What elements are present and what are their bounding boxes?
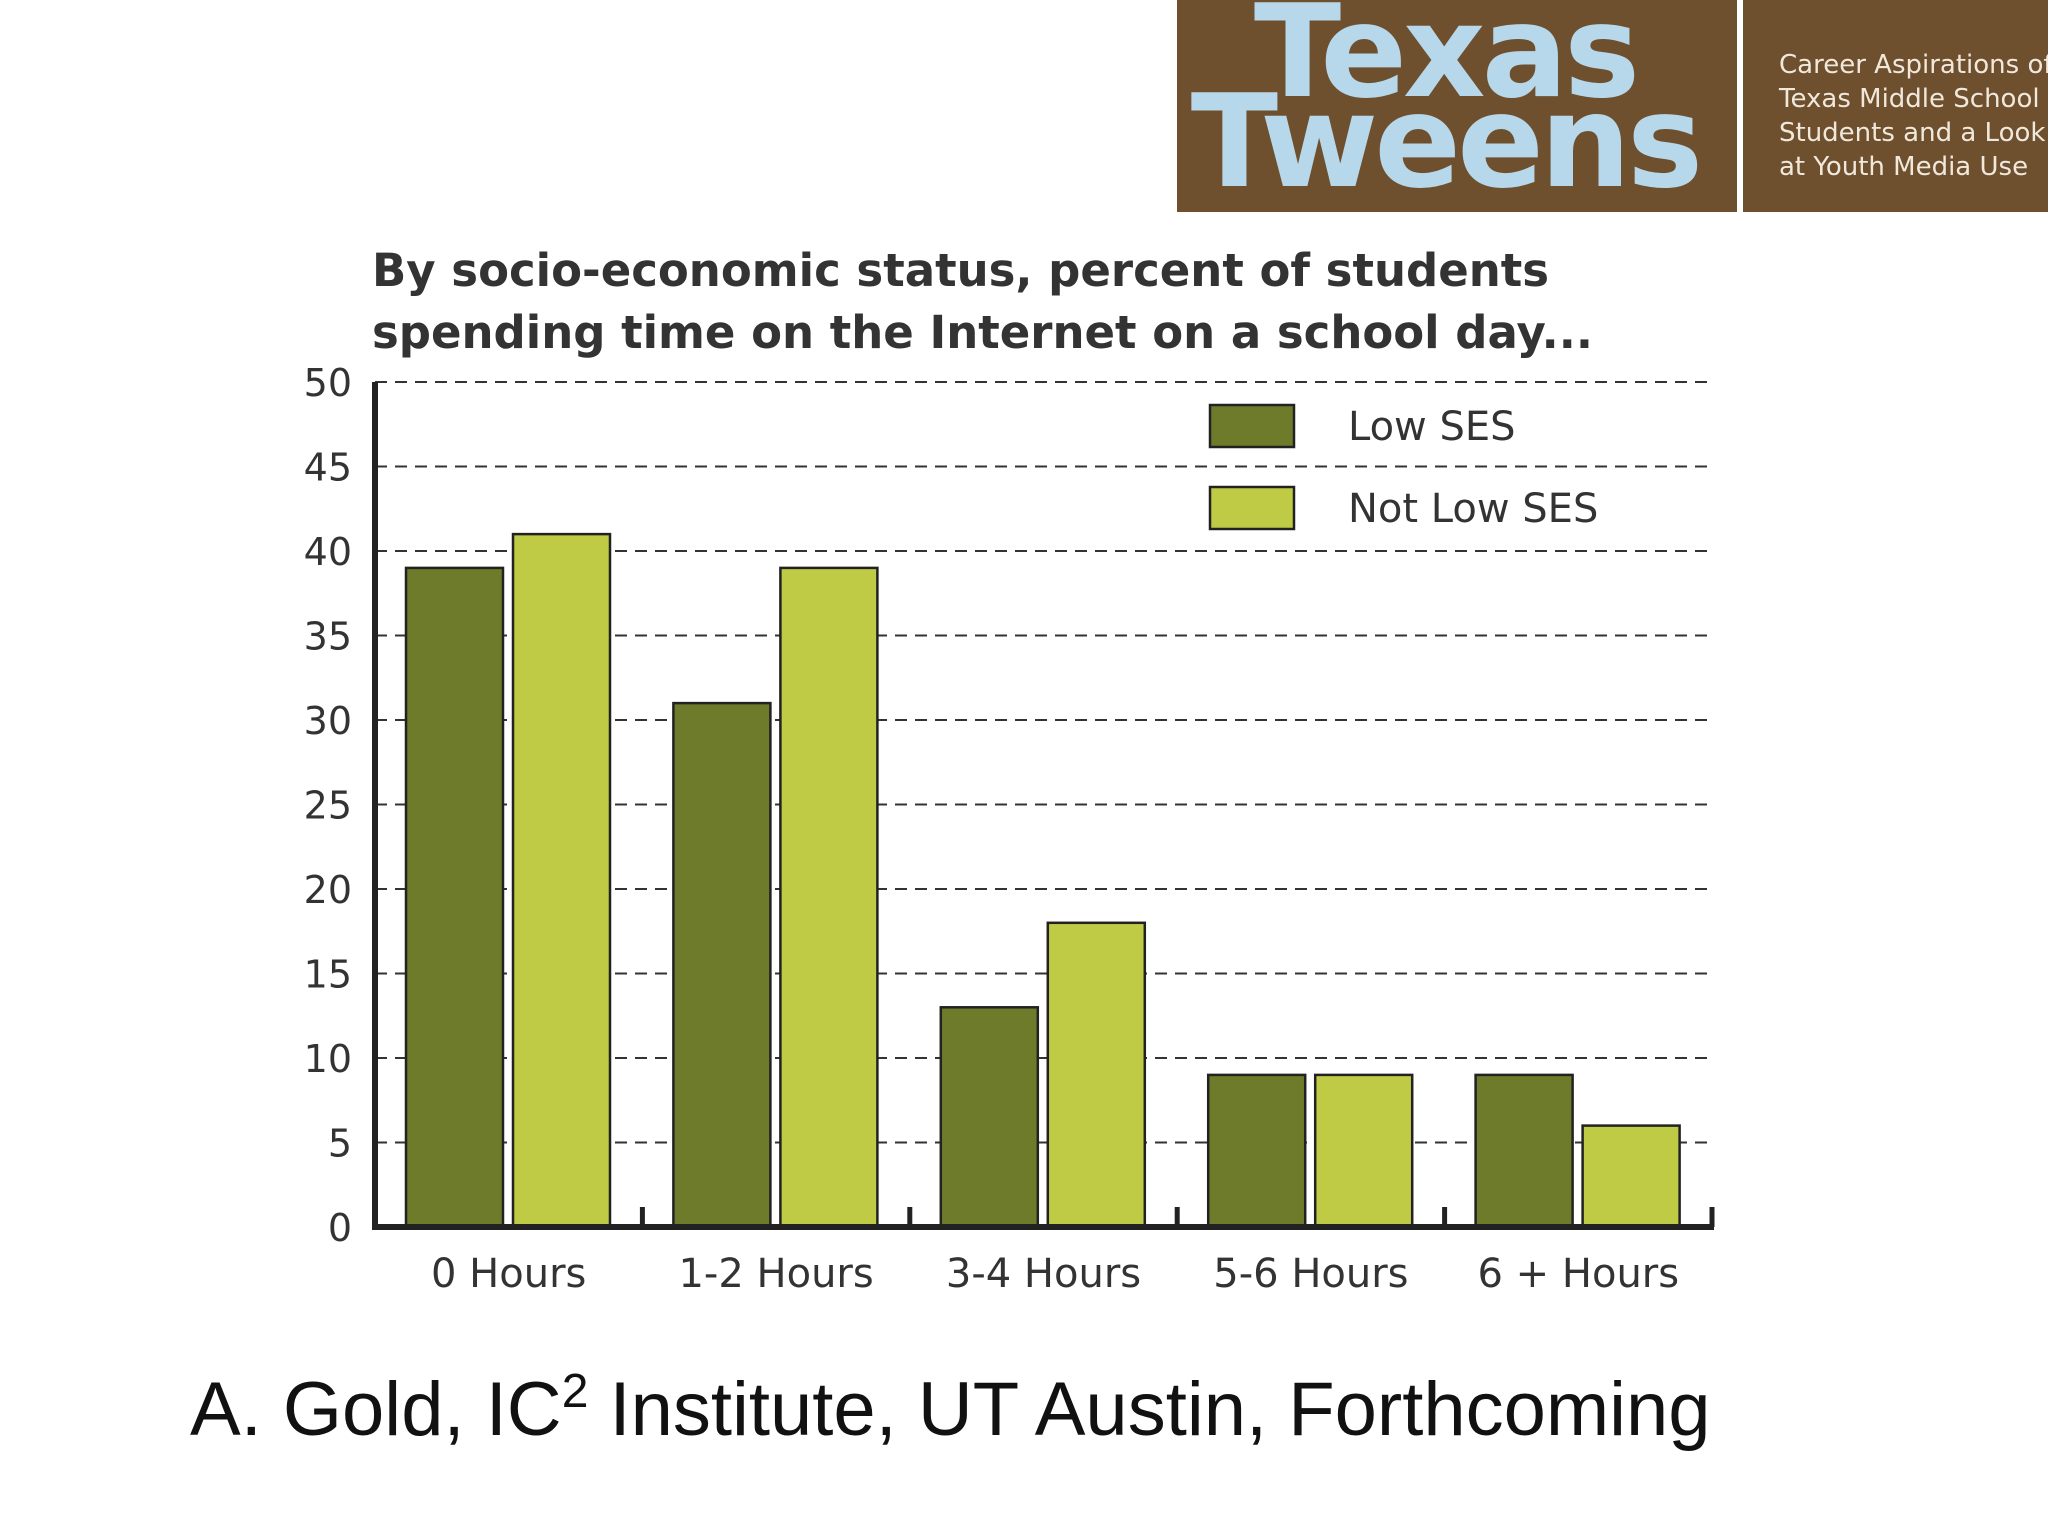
bar-low-ses-2 xyxy=(939,1006,1040,1229)
x-tick-label-1: 1-2 Hours xyxy=(678,1251,873,1297)
y-tick-label-5: 5 xyxy=(328,1122,352,1166)
legend-swatch-0 xyxy=(1208,403,1296,449)
logo-tagline: Career Aspirations of Texas Middle Schoo… xyxy=(1779,48,2048,184)
bar-low-ses-1 xyxy=(672,701,772,1229)
source-citation: A. Gold, IC2 Institute, UT Austin, Forth… xyxy=(190,1365,1890,1465)
y-tick-label-25: 25 xyxy=(304,784,352,828)
x-tick-label-3: 5-6 Hours xyxy=(1213,1251,1408,1297)
logo-texas-tweens: Texas Tweens xyxy=(1177,0,1737,212)
logo-wordmark: Texas Tweens xyxy=(1177,0,1713,217)
chart-title: By socio-economic status, percent of stu… xyxy=(372,240,1672,364)
y-tick-label-10: 10 xyxy=(304,1037,352,1081)
legend-label-0: Low SES xyxy=(1348,404,1516,450)
x-tick-label-4: 6 + Hours xyxy=(1478,1251,1680,1297)
bar-not-low-ses-2 xyxy=(1046,921,1147,1229)
chart-title-line-1: By socio-economic status, percent of stu… xyxy=(372,244,1550,297)
bar-not-low-ses-3 xyxy=(1313,1073,1414,1229)
y-tick-label-15: 15 xyxy=(304,953,352,997)
bar-low-ses-3 xyxy=(1206,1073,1307,1229)
y-tick-label-35: 35 xyxy=(304,615,352,659)
logo-line-tweens: Tweens xyxy=(1190,68,1703,217)
y-tick-label-0: 0 xyxy=(328,1206,352,1250)
y-tick-label-45: 45 xyxy=(304,446,352,490)
bar-not-low-ses-1 xyxy=(779,566,879,1229)
legend-swatch-1 xyxy=(1208,485,1296,531)
bar-not-low-ses-0 xyxy=(511,532,612,1229)
tagline-line-4: at Youth Media Use xyxy=(1779,152,2029,182)
y-tick-label-20: 20 xyxy=(304,868,352,912)
chart-title-line-2: spending time on the Internet on a schoo… xyxy=(372,306,1593,359)
x-tick-label-0: 0 Hours xyxy=(431,1251,586,1297)
bar-chart: 0 5 10 15 20 25 30 35 40 45 50 0 Hours 1-2 Hours 3-4 … xyxy=(304,361,1715,1297)
y-tick-label-30: 30 xyxy=(304,699,352,743)
x-tick-label-2: 3-4 Hours xyxy=(946,1251,1141,1297)
legend-label-1: Not Low SES xyxy=(1348,486,1598,532)
bar-low-ses-0 xyxy=(404,566,505,1229)
citation-suffix: Institute, UT Austin, Forthcoming xyxy=(588,1367,1711,1452)
tagline-line-2: Texas Middle School xyxy=(1779,84,2040,114)
y-tick-label-40: 40 xyxy=(304,530,352,574)
y-tick-label-50: 50 xyxy=(304,361,352,405)
logo-line-texas: Texas xyxy=(1253,0,1640,127)
citation-superscript: 2 xyxy=(561,1365,589,1418)
tagline-line-1: Career Aspirations of xyxy=(1779,50,2048,80)
tagline-line-3: Students and a Look xyxy=(1779,118,2046,148)
citation-prefix: A. Gold, IC xyxy=(190,1367,562,1452)
bar-low-ses-4 xyxy=(1474,1073,1574,1229)
bar-not-low-ses-4 xyxy=(1581,1124,1681,1229)
logo-tagline-panel: Career Aspirations of Texas Middle Schoo… xyxy=(1743,0,2048,212)
